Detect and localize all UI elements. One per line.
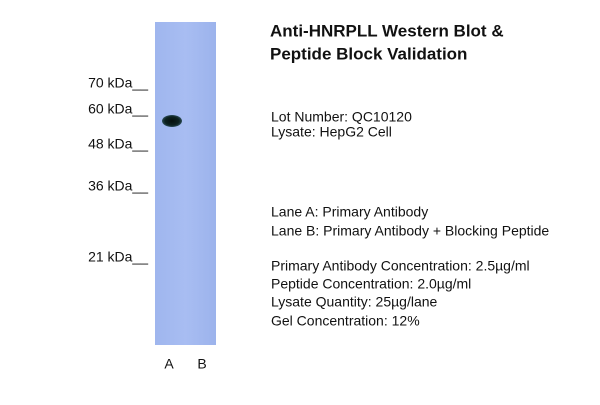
marker-label: 36 kDa__ <box>88 178 148 194</box>
condition: Lysate Quantity: 25µg/lane <box>271 294 438 310</box>
blot-membrane <box>155 22 216 345</box>
condition: Gel Concentration: 12% <box>271 313 420 329</box>
marker-label: 21 kDa__ <box>88 249 148 265</box>
marker-label: 60 kDa__ <box>88 101 148 117</box>
condition: Peptide Concentration: 2.0µg/ml <box>271 276 471 292</box>
title: Peptide Block Validation <box>270 44 467 63</box>
lane-description: Lane A: Primary Antibody <box>271 204 428 220</box>
blot-band <box>162 115 182 127</box>
lane-label: A <box>164 356 174 372</box>
marker-label: 70 kDa__ <box>88 75 148 91</box>
condition: Primary Antibody Concentration: 2.5µg/ml <box>271 258 530 274</box>
lane-label: B <box>197 356 206 372</box>
lysate: Lysate: HepG2 Cell <box>271 124 392 140</box>
marker-label: 48 kDa__ <box>88 136 148 152</box>
title: Anti-HNRPLL Western Blot & <box>270 21 504 40</box>
lane-description: Lane B: Primary Antibody + Blocking Pept… <box>271 223 549 239</box>
lot-number: Lot Number: QC10120 <box>271 109 412 125</box>
